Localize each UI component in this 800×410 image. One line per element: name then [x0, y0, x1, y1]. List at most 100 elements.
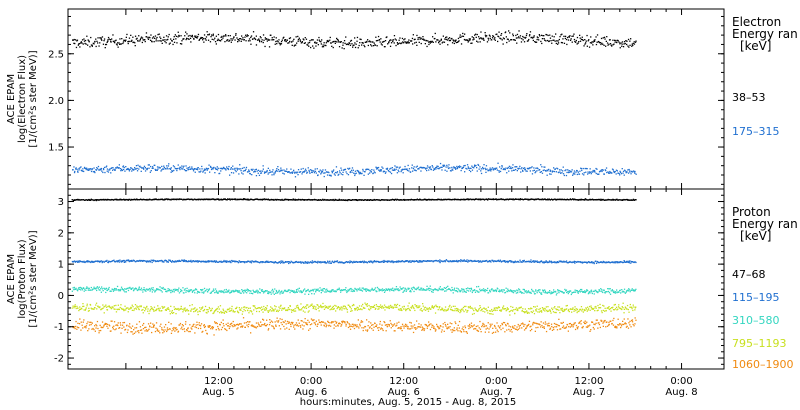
data-point [326, 40, 328, 43]
data-point [302, 171, 304, 173]
data-point [90, 260, 93, 262]
data-point [376, 286, 379, 289]
data-point [212, 312, 214, 315]
data-point [278, 309, 280, 311]
data-point [192, 168, 194, 170]
data-point [596, 41, 598, 43]
data-point [533, 291, 535, 293]
data-point [295, 291, 297, 293]
data-point [613, 290, 615, 292]
data-point [473, 260, 475, 262]
data-point [584, 199, 586, 201]
data-point [378, 199, 381, 201]
data-point [508, 170, 510, 172]
data-point [237, 39, 240, 41]
data-point [459, 260, 461, 262]
data-point [553, 167, 555, 169]
data-point [485, 171, 487, 173]
data-point [96, 167, 98, 169]
data-point [504, 261, 507, 263]
data-point [227, 290, 229, 292]
data-point [248, 170, 251, 172]
data-point [241, 35, 243, 37]
data-point [614, 292, 616, 294]
data-point [581, 173, 584, 175]
data-point [442, 164, 444, 166]
data-point [607, 44, 609, 46]
data-point [398, 167, 400, 169]
data-point [236, 290, 239, 292]
data-point [303, 39, 305, 41]
data-point [396, 42, 399, 44]
data-point [432, 289, 435, 291]
data-point [467, 167, 470, 169]
data-point [238, 290, 241, 292]
data-point [622, 261, 624, 264]
data-point [271, 290, 273, 292]
data-point [170, 289, 172, 291]
data-point [506, 260, 509, 263]
data-point [233, 36, 235, 38]
data-point [450, 170, 452, 172]
data-point [203, 34, 206, 36]
data-point [446, 164, 448, 166]
data-point [297, 169, 300, 171]
data-point [305, 38, 308, 40]
data-point [310, 304, 313, 306]
data-point [441, 288, 443, 290]
data-point [600, 198, 602, 200]
data-point [172, 43, 174, 46]
data-point [224, 41, 226, 43]
data-point [598, 199, 601, 201]
data-point [178, 167, 180, 169]
data-point [634, 170, 636, 173]
data-point [114, 289, 116, 291]
data-point [84, 42, 86, 45]
data-point [85, 43, 87, 45]
data-point [175, 260, 177, 262]
data-point [183, 289, 186, 291]
data-point [293, 199, 295, 201]
data-point [522, 199, 525, 201]
data-point [631, 171, 634, 173]
data-point [239, 198, 241, 200]
data-point [359, 287, 361, 289]
data-point [553, 291, 555, 293]
data-point [112, 290, 115, 292]
data-point [80, 169, 82, 171]
data-point [102, 168, 105, 170]
data-point [601, 42, 603, 44]
data-point [591, 42, 593, 44]
data-point [491, 288, 493, 290]
data-point [274, 170, 277, 173]
data-point [553, 170, 556, 173]
data-point [107, 198, 109, 201]
data-point [279, 291, 281, 293]
data-point [489, 35, 491, 37]
data-point [194, 198, 196, 201]
data-point [207, 34, 209, 36]
data-point [271, 288, 274, 291]
data-point [366, 40, 368, 43]
data-point [291, 199, 294, 201]
data-point [265, 290, 267, 292]
data-point [496, 169, 498, 171]
data-point [283, 308, 285, 310]
data-point [623, 41, 626, 43]
data-point [434, 288, 436, 290]
data-point [276, 43, 278, 45]
data-point [112, 307, 114, 309]
data-point [237, 168, 239, 170]
data-point [220, 36, 222, 38]
data-point [384, 172, 387, 174]
data-point [125, 168, 128, 171]
data-point [448, 288, 450, 290]
data-point [257, 198, 259, 201]
data-point [405, 168, 407, 170]
data-point [487, 199, 489, 201]
data-point [338, 46, 341, 48]
data-point [571, 292, 574, 294]
data-point [451, 261, 453, 263]
data-point [547, 292, 549, 294]
data-point [126, 287, 128, 290]
